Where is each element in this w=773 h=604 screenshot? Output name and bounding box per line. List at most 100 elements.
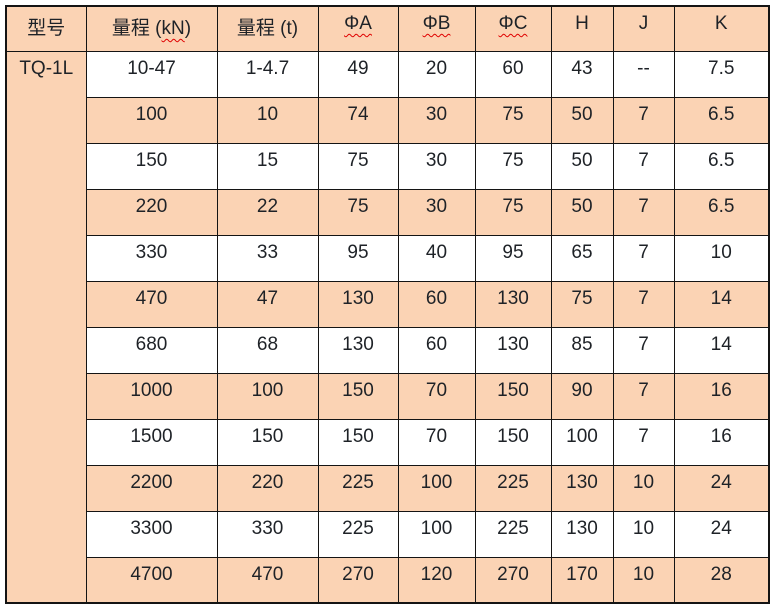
cell-k: 6.5 [673, 188, 770, 236]
cell-phi-b: 60 [397, 326, 476, 374]
cell-phi-a: 49 [317, 50, 399, 98]
cell-phi-c: 130 [474, 326, 552, 374]
header-range-kn-prefix: 量程 ( [111, 18, 162, 39]
cell-h: 130 [550, 510, 614, 558]
cell-j: 10 [612, 464, 675, 512]
cell-phi-c: 75 [474, 188, 552, 236]
cell-phi-c: 95 [474, 234, 552, 282]
cell-range-t: 100 [216, 372, 319, 420]
cell-k: 14 [673, 280, 770, 328]
cell-j: 10 [612, 510, 675, 558]
cell-range-kn: 330 [85, 234, 218, 282]
header-phi-b: ΦB [397, 5, 476, 52]
cell-h: 50 [550, 188, 614, 236]
cell-j: 7 [612, 326, 675, 374]
cell-phi-b: 70 [397, 372, 476, 420]
cell-phi-c: 225 [474, 510, 552, 558]
cell-k: 16 [673, 372, 770, 420]
cell-phi-b: 100 [397, 464, 476, 512]
cell-phi-c: 270 [474, 556, 552, 604]
cell-range-kn: 470 [85, 280, 218, 328]
cell-k: 6.5 [673, 96, 770, 144]
cell-j: 10 [612, 556, 675, 604]
cell-j: -- [612, 50, 675, 98]
cell-phi-b: 30 [397, 188, 476, 236]
cell-phi-b: 120 [397, 556, 476, 604]
spellcheck-squiggle-phi-c: ΦC [498, 13, 528, 34]
cell-range-t: 470 [216, 556, 319, 604]
cell-phi-a: 75 [317, 188, 399, 236]
cell-range-kn: 150 [85, 142, 218, 190]
model-cell: TQ-1L [5, 50, 87, 604]
cell-phi-c: 225 [474, 464, 552, 512]
cell-range-kn: 3300 [85, 510, 218, 558]
cell-j: 7 [612, 188, 675, 236]
cell-range-t: 220 [216, 464, 319, 512]
cell-h: 130 [550, 464, 614, 512]
spec-table: 型号 量程 (kN) 量程 (t) ΦA ΦB ΦC H J K TQ-1L 1… [5, 5, 770, 604]
cell-phi-c: 150 [474, 418, 552, 466]
cell-phi-b: 60 [397, 280, 476, 328]
cell-phi-c: 75 [474, 96, 552, 144]
table-row: 4700 470 270 120 270 170 10 28 [6, 556, 770, 604]
cell-k: 14 [673, 326, 770, 374]
cell-range-t: 33 [216, 234, 319, 282]
cell-phi-c: 130 [474, 280, 552, 328]
table-row: 680 68 130 60 130 85 7 14 [6, 326, 770, 374]
cell-k: 24 [673, 510, 770, 558]
header-j: J [612, 5, 675, 52]
header-range-kn-suffix: ) [184, 18, 192, 39]
cell-phi-a: 150 [317, 418, 399, 466]
cell-range-t: 22 [216, 188, 319, 236]
cell-phi-a: 130 [317, 280, 399, 328]
cell-h: 50 [550, 96, 614, 144]
cell-range-t: 1-4.7 [216, 50, 319, 98]
cell-range-t: 150 [216, 418, 319, 466]
cell-k: 28 [673, 556, 770, 604]
header-phi-a: ΦA [317, 5, 399, 52]
cell-phi-b: 30 [397, 142, 476, 190]
spellcheck-squiggle-phi-a: ΦA [344, 13, 372, 34]
cell-range-t: 47 [216, 280, 319, 328]
cell-range-kn: 4700 [85, 556, 218, 604]
table-row: 1500 150 150 70 150 100 7 16 [6, 418, 770, 466]
table-row: 330 33 95 40 95 65 7 10 [6, 234, 770, 282]
header-row: 型号 量程 (kN) 量程 (t) ΦA ΦB ΦC H J K [5, 5, 770, 52]
cell-phi-a: 130 [317, 326, 399, 374]
cell-h: 170 [550, 556, 614, 604]
cell-j: 7 [612, 372, 675, 420]
cell-range-t: 68 [216, 326, 319, 374]
cell-phi-c: 150 [474, 372, 552, 420]
cell-phi-b: 30 [397, 96, 476, 144]
cell-phi-c: 75 [474, 142, 552, 190]
cell-k: 6.5 [673, 142, 770, 190]
cell-j: 7 [612, 234, 675, 282]
table-row: 2200 220 225 100 225 130 10 24 [6, 464, 770, 512]
table-row: 1000 100 150 70 150 90 7 16 [6, 372, 770, 420]
cell-k: 16 [673, 418, 770, 466]
cell-phi-a: 150 [317, 372, 399, 420]
cell-phi-a: 270 [317, 556, 399, 604]
cell-range-kn: 220 [85, 188, 218, 236]
cell-range-kn: 2200 [85, 464, 218, 512]
cell-phi-b: 20 [397, 50, 476, 98]
cell-phi-a: 95 [317, 234, 399, 282]
cell-h: 65 [550, 234, 614, 282]
cell-range-kn: 1000 [85, 372, 218, 420]
cell-range-t: 15 [216, 142, 319, 190]
cell-phi-a: 225 [317, 464, 399, 512]
cell-h: 50 [550, 142, 614, 190]
header-k: K [673, 5, 770, 52]
spellcheck-squiggle-phi-b: ΦB [422, 13, 451, 34]
cell-k: 24 [673, 464, 770, 512]
cell-phi-b: 70 [397, 418, 476, 466]
cell-range-t: 10 [216, 96, 319, 144]
cell-h: 90 [550, 372, 614, 420]
cell-h: 75 [550, 280, 614, 328]
table-row: 220 22 75 30 75 50 7 6.5 [6, 188, 770, 236]
table-row: 100 10 74 30 75 50 7 6.5 [6, 96, 770, 144]
header-range-t: 量程 (t) [216, 5, 319, 52]
cell-j: 7 [612, 280, 675, 328]
cell-k: 7.5 [673, 50, 770, 98]
